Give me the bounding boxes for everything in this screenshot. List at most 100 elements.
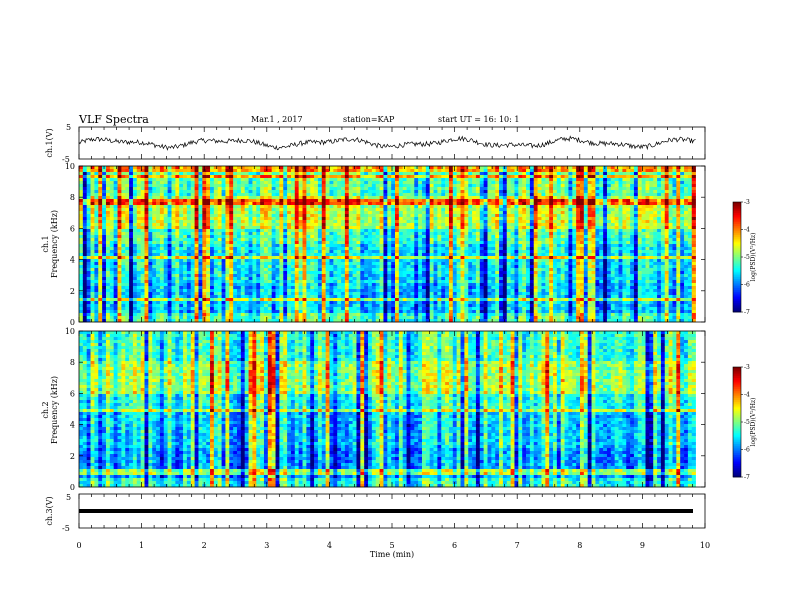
- spec-cell: [90, 232, 95, 236]
- spec-cell: [105, 238, 111, 242]
- spec-cell: [121, 295, 126, 299]
- spec-cell: [344, 292, 350, 296]
- spec-cell: [121, 310, 126, 314]
- spec-cell: [260, 310, 265, 314]
- spec-cell: [117, 199, 122, 203]
- spec-cell: [298, 187, 303, 191]
- spec-cell: [383, 223, 388, 227]
- spec-cell: [275, 181, 280, 185]
- spec-cell: [391, 181, 396, 185]
- spec-cell: [117, 178, 122, 182]
- spec-cell: [283, 256, 288, 260]
- spec-cell: [406, 166, 411, 170]
- spec-cell: [221, 211, 226, 215]
- spec-cell: [240, 229, 246, 233]
- spec-cell: [395, 208, 400, 212]
- spec-cell: [348, 229, 353, 233]
- spec-cell: [221, 253, 226, 257]
- spec-cell: [414, 244, 419, 248]
- spec-cell: [136, 316, 141, 320]
- spec-cell: [206, 208, 211, 212]
- spec-cell: [213, 214, 219, 218]
- spec-cell: [132, 319, 138, 323]
- spec-cell: [383, 250, 388, 254]
- spec-cell: [429, 223, 434, 227]
- spec-cell: [387, 307, 392, 311]
- spec-cell: [79, 265, 84, 269]
- spec-cell: [194, 292, 199, 296]
- spec-cell: [248, 319, 253, 323]
- spec-cell: [341, 292, 346, 296]
- spec-cell: [395, 187, 400, 191]
- spec-cell: [79, 241, 84, 245]
- spec-cell: [341, 229, 346, 233]
- spec-cell: [113, 172, 118, 176]
- spec-cell: [190, 319, 195, 323]
- spec-cell: [421, 244, 427, 248]
- spec-cell: [375, 202, 380, 206]
- spec-cell: [279, 193, 284, 197]
- spec-cell: [287, 181, 292, 185]
- spec-cell: [356, 271, 361, 275]
- spec-cell: [105, 232, 111, 236]
- spec-cell: [225, 286, 230, 290]
- spec-cell: [240, 202, 246, 206]
- spec-cell: [329, 238, 334, 242]
- spec-cell: [79, 181, 84, 185]
- spec-cell: [275, 238, 280, 242]
- spec-cell: [433, 241, 438, 245]
- spec-cell: [129, 244, 134, 248]
- spec-cell: [321, 310, 326, 314]
- spec-cell: [190, 256, 195, 260]
- spec-cell: [148, 226, 153, 230]
- spec-cell: [398, 196, 404, 200]
- spec-cell: [237, 235, 242, 239]
- spec-cell: [109, 256, 114, 260]
- spec-cell: [387, 187, 392, 191]
- spec-cell: [283, 265, 288, 269]
- spec-cell: [136, 199, 141, 203]
- spec-cell: [144, 205, 149, 209]
- spec-cell: [352, 220, 357, 224]
- spec-cell: [418, 295, 423, 299]
- spec-cell: [441, 187, 446, 191]
- spec-cell: [317, 289, 323, 293]
- spec-cell: [333, 193, 338, 197]
- spec-cell: [383, 232, 388, 236]
- spec-cell: [113, 232, 118, 236]
- spec-cell: [387, 301, 392, 305]
- spec-cell: [260, 172, 265, 176]
- spec-cell: [175, 286, 180, 290]
- spec-cell: [317, 211, 323, 215]
- spec-cell: [163, 226, 168, 230]
- spec-cell: [144, 301, 149, 305]
- spec-cell: [102, 199, 107, 203]
- spec-cell: [348, 172, 353, 176]
- spec-cell: [190, 193, 195, 197]
- spec-cell: [125, 199, 130, 203]
- spec-cell: [102, 211, 107, 215]
- spec-cell: [217, 289, 222, 293]
- spec-cell: [167, 226, 172, 230]
- spec-cell: [333, 277, 338, 281]
- spec-cell: [82, 271, 87, 275]
- spec-cell: [317, 178, 323, 182]
- spec-cell: [356, 190, 361, 194]
- spec-cell: [163, 244, 168, 248]
- spec-cell: [321, 319, 326, 323]
- spec-cell: [113, 301, 118, 305]
- spec-cell: [421, 247, 427, 251]
- spec-cell: [429, 259, 434, 263]
- spec-cell: [156, 184, 161, 188]
- spec-cell: [375, 187, 380, 191]
- spec-cell: [156, 166, 161, 170]
- spec-cell: [233, 301, 238, 305]
- spec-cell: [140, 172, 145, 176]
- spec-cell: [310, 172, 315, 176]
- spec-cell: [387, 280, 392, 284]
- spec-cell: [156, 283, 161, 287]
- spec-cell: [352, 202, 357, 206]
- spec-cell: [275, 166, 280, 170]
- spec-cell: [260, 316, 265, 320]
- spec-cell: [233, 175, 238, 179]
